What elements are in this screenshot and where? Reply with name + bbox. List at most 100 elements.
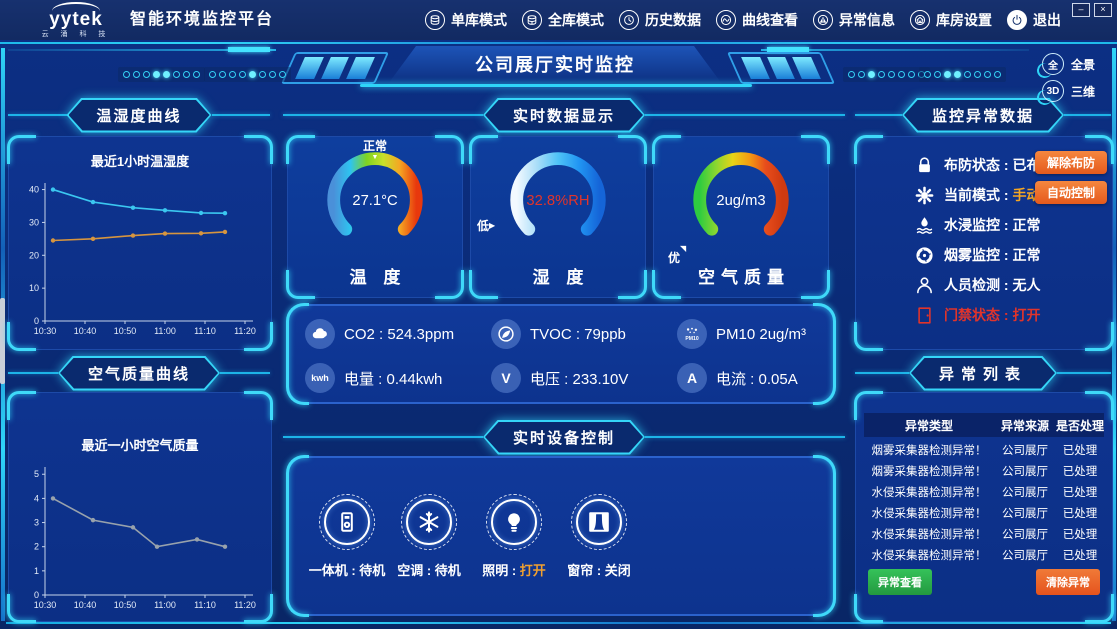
nav-history-data[interactable]: 历史数据 <box>619 10 701 30</box>
exception-row: 水侵采集器检测异常！ 公司展厅 已处理 <box>864 502 1104 523</box>
exception-row: 水侵采集器检测异常！ 公司展厅 已处理 <box>864 523 1104 544</box>
svg-text:10:30: 10:30 <box>34 600 57 610</box>
air-conditioner-icon <box>401 494 457 550</box>
dot <box>888 71 895 78</box>
svg-text:PM10: PM10 <box>685 336 698 342</box>
title-line <box>211 114 271 116</box>
humidity-gauge: 32.8%RH <box>499 139 617 262</box>
title-line <box>220 372 271 374</box>
device-label: 空调 : 待机 <box>397 563 461 578</box>
status-door-status: 门禁状态 : 打开 <box>914 302 1040 328</box>
svg-text:32.8%RH: 32.8%RH <box>526 193 589 209</box>
nav-exit[interactable]: 退出 <box>1007 10 1061 30</box>
sensor-pm10: PM10 PM10 2ug/m³ <box>677 319 806 349</box>
section-title-air-quality-curve: 空气质量曲线 <box>8 358 271 388</box>
logo-subtitle: 云 涌 科 技 <box>41 31 111 38</box>
column-header: 异常来源 <box>1000 418 1049 433</box>
left-scrollbar[interactable] <box>0 298 5 384</box>
air-quality-label: 空气质量 <box>698 268 790 287</box>
device-all-in-one[interactable]: 一体机 : 待机 <box>305 494 389 579</box>
section-title-realtime-data: 实时数据显示 <box>283 100 846 130</box>
view-button-label: 全景 <box>1071 57 1096 72</box>
slash-decoration <box>295 57 324 79</box>
app-title: 智能环境监控平台 <box>130 11 275 28</box>
cell-source: 公司展厅 <box>1002 528 1048 541</box>
cell-type: 水侵采集器检测异常！ <box>871 549 987 562</box>
topbar: yytek 云 涌 科 技 智能环境监控平台 单库模式 全库模式 历史数据 曲线查看 异… <box>0 0 1117 40</box>
section-title-temp-humidity-curve: 温湿度曲线 <box>8 100 271 130</box>
dot <box>908 71 915 78</box>
corner-decoration <box>1085 594 1114 623</box>
humidity-gauge-card: 32.8%RH 湿 度 低 ▶ <box>469 135 647 299</box>
section-title-device-control: 实时设备控制 <box>283 422 846 452</box>
status-text: 水浸监控 : 正常 <box>944 217 1041 233</box>
temperature-label: 温 度 <box>349 268 407 287</box>
pm10-icon: PM10 <box>677 319 707 349</box>
minimize-button[interactable]: – <box>1072 3 1090 17</box>
dot <box>964 71 971 78</box>
corner-decoration <box>854 391 883 420</box>
corner-decoration <box>618 135 647 164</box>
title-line <box>8 372 58 374</box>
title-line <box>1064 114 1112 116</box>
sensor-reading: 电流 : 0.05A <box>716 370 798 388</box>
corner-decoration <box>244 322 273 351</box>
nav-label: 异常信息 <box>839 12 895 28</box>
panel-title: 监控异常数据 <box>904 100 1062 131</box>
dot <box>153 71 160 78</box>
air-quality-chart-panel: 最近一小时空气质量 0 1 2 3 4 5 10:30 10:40 10:50 11:00 11:1… <box>7 391 273 623</box>
banner-underline <box>360 84 752 87</box>
view-exceptions-button[interactable]: 异常查看 <box>868 569 932 595</box>
nav-full-db-mode[interactable]: 全库模式 <box>522 10 604 30</box>
corner-decoration <box>854 594 883 623</box>
corner-decoration <box>618 270 647 299</box>
decor-line-right <box>761 47 1029 52</box>
curtain-icon <box>571 494 627 550</box>
device-air-conditioner[interactable]: 空调 : 待机 <box>387 494 471 579</box>
close-button[interactable]: × <box>1094 3 1112 17</box>
disarm-button[interactable]: 解除布防 <box>1035 151 1107 174</box>
corner-decoration <box>652 135 681 164</box>
nav-single-db-mode[interactable]: 单库模式 <box>425 10 507 30</box>
device-curtain[interactable]: 窗帘 : 关闭 <box>557 494 641 579</box>
alert-info-icon <box>813 10 833 30</box>
view-button-label: 三维 <box>1071 84 1096 99</box>
logo: yytek 云 涌 科 技 <box>28 2 124 39</box>
three-d-button[interactable]: 3D 三维 <box>1042 80 1095 102</box>
svg-text:10:40: 10:40 <box>74 600 97 610</box>
clear-exceptions-button[interactable]: 清除异常 <box>1036 569 1100 595</box>
nav-label: 历史数据 <box>645 12 701 28</box>
cell-status: 已处理 <box>1062 528 1098 541</box>
slash-decoration <box>741 57 770 79</box>
exception-row: 烟雾采集器检测异常！ 公司展厅 已处理 <box>864 439 1104 460</box>
status-water-monitor: 水浸监控 : 正常 <box>914 212 1040 238</box>
exception-row: 水侵采集器检测异常！ 公司展厅 已处理 <box>864 481 1104 502</box>
cell-source: 公司展厅 <box>1002 549 1048 562</box>
corner-decoration <box>244 391 273 420</box>
panorama-button[interactable]: 全全景 <box>1042 53 1095 75</box>
device-lighting[interactable]: 照明 : 打开 <box>472 494 556 579</box>
nav-warehouse-settings[interactable]: 库房设置 <box>910 10 992 30</box>
device-control-panel: 一体机 : 待机 空调 : 待机 照明 : 打开 窗帘 : 关闭 <box>287 456 835 616</box>
nav-alert-info[interactable]: 异常信息 <box>813 10 895 30</box>
dot <box>133 71 140 78</box>
top-divider <box>0 42 1117 44</box>
bottom-divider <box>6 622 1111 624</box>
person-icon <box>914 276 935 295</box>
title-line <box>645 114 846 116</box>
door-icon <box>914 306 935 325</box>
indicator-dots <box>204 67 291 82</box>
svg-text:11:00: 11:00 <box>154 326 176 336</box>
svg-text:4: 4 <box>34 493 39 503</box>
slash-decoration <box>792 57 821 79</box>
dot <box>173 71 180 78</box>
cell-source: 公司展厅 <box>1002 507 1048 520</box>
nav-curve-view[interactable]: 曲线查看 <box>716 10 798 30</box>
auto-control-button[interactable]: 自动控制 <box>1035 181 1107 204</box>
sensor-reading: TVOC : 79ppb <box>530 325 626 343</box>
title-line <box>8 114 67 116</box>
warehouse-settings-icon <box>910 10 930 30</box>
device-label: 照明 : 打开 <box>482 563 546 578</box>
humidity-label: 湿 度 <box>532 268 590 287</box>
